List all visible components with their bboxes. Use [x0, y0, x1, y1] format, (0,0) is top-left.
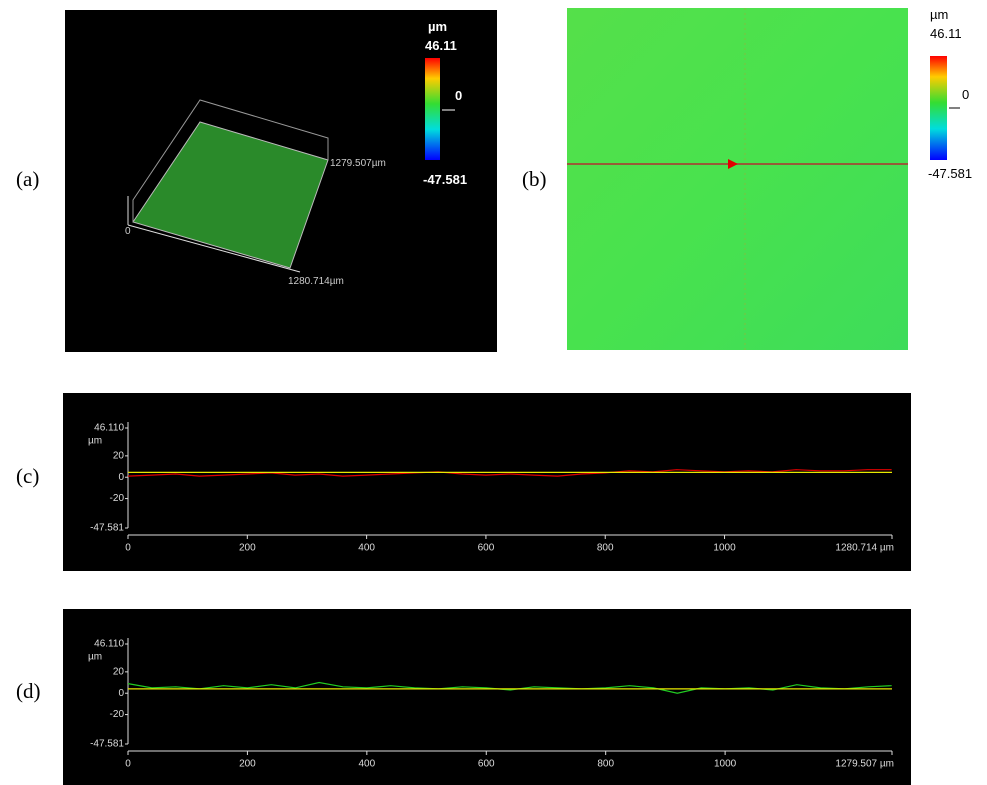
y-tick-label: -20: [110, 709, 125, 720]
x-tick-label: 400: [358, 543, 375, 554]
x-tick-label: 600: [478, 543, 495, 554]
y-unit: µm: [88, 436, 102, 447]
y-unit: µm: [88, 652, 102, 663]
y-tick-label: 20: [113, 451, 125, 462]
y-tick-label: 46.110: [94, 423, 124, 434]
x-tick-label: 800: [597, 759, 614, 770]
x-extent: 1280.714µm: [288, 276, 344, 287]
x-tick-label: 400: [358, 759, 375, 770]
y-extent: 1279.507µm: [330, 158, 386, 169]
colorbar-mid: 0: [962, 87, 969, 102]
y-tick-label: 0: [118, 688, 124, 699]
colorbar: [930, 56, 947, 160]
x-tick-label: 1000: [714, 759, 737, 770]
y-tick-label: -47.581: [90, 739, 124, 750]
panel-label: (d): [16, 679, 41, 703]
y-tick-label: 46.110: [94, 639, 124, 650]
panel-label: (c): [16, 464, 39, 488]
colorbar-mid: 0: [455, 88, 462, 103]
colorbar-min: -47.581: [928, 166, 972, 181]
panel-label: (a): [16, 167, 39, 191]
height-map: [567, 8, 908, 350]
colorbar: [425, 58, 440, 160]
origin-label: 0: [125, 226, 131, 237]
x-tick-label: 0: [125, 543, 131, 554]
y-tick-label: -20: [110, 493, 125, 504]
x-tick-label: 1279.507 µm: [835, 759, 894, 770]
x-tick-label: 200: [239, 543, 256, 554]
colorbar-max: 46.11: [930, 26, 962, 41]
colorbar-min: -47.581: [423, 172, 467, 187]
x-tick-label: 200: [239, 759, 256, 770]
colorbar-max: 46.11: [425, 38, 457, 53]
x-tick-label: 0: [125, 759, 131, 770]
x-tick-label: 1000: [713, 543, 736, 554]
panel-label: (b): [522, 167, 547, 191]
figure: (a) (b) (c) (d) 0 1279.507µm 1280.714µm …: [0, 0, 987, 785]
colorbar-unit: µm: [930, 7, 948, 22]
y-tick-label: 0: [118, 472, 124, 483]
colorbar-unit: µm: [428, 19, 447, 34]
x-tick-label: 600: [478, 759, 495, 770]
y-tick-label: -47.581: [90, 523, 124, 534]
y-tick-label: 20: [113, 667, 125, 678]
x-tick-label: 800: [597, 543, 614, 554]
x-tick-label: 1280.714 µm: [835, 543, 894, 554]
